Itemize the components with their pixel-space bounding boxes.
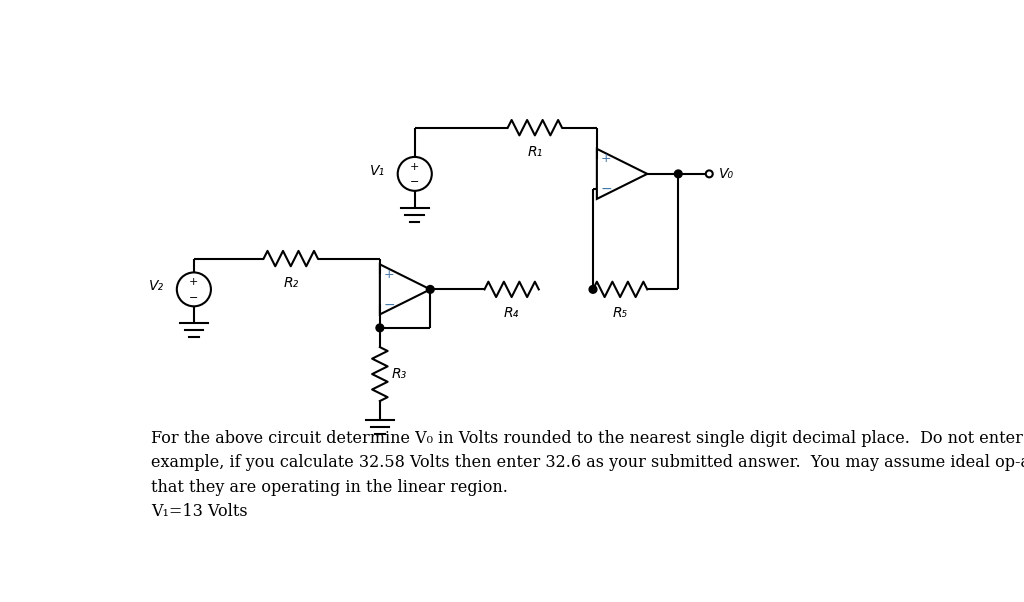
Circle shape: [675, 170, 682, 178]
Text: +: +: [384, 268, 394, 281]
Circle shape: [376, 324, 384, 332]
Text: R₃: R₃: [391, 367, 407, 381]
Text: R₅: R₅: [612, 306, 628, 320]
Text: example, if you calculate 32.58 Volts then enter 32.6 as your submitted answer. : example, if you calculate 32.58 Volts th…: [152, 454, 1024, 471]
Text: that they are operating in the linear region.: that they are operating in the linear re…: [152, 479, 508, 496]
Circle shape: [589, 285, 597, 293]
Text: V₀: V₀: [719, 167, 733, 181]
Text: R₂: R₂: [283, 276, 298, 290]
Text: R₄: R₄: [504, 306, 519, 320]
Text: +: +: [410, 162, 420, 172]
Text: V₁: V₁: [370, 164, 385, 178]
Text: −: −: [189, 293, 199, 303]
Text: For the above circuit determine V₀ in Volts rounded to the nearest single digit : For the above circuit determine V₀ in Vo…: [152, 429, 1024, 447]
Text: −: −: [383, 297, 395, 311]
Text: −: −: [410, 178, 420, 187]
Text: V₁=13 Volts: V₁=13 Volts: [152, 503, 248, 521]
Text: −: −: [600, 182, 612, 196]
Text: +: +: [189, 278, 199, 287]
Text: V₂: V₂: [150, 279, 165, 293]
Circle shape: [426, 285, 434, 293]
Text: +: +: [601, 152, 611, 166]
Text: R₁: R₁: [527, 144, 543, 158]
